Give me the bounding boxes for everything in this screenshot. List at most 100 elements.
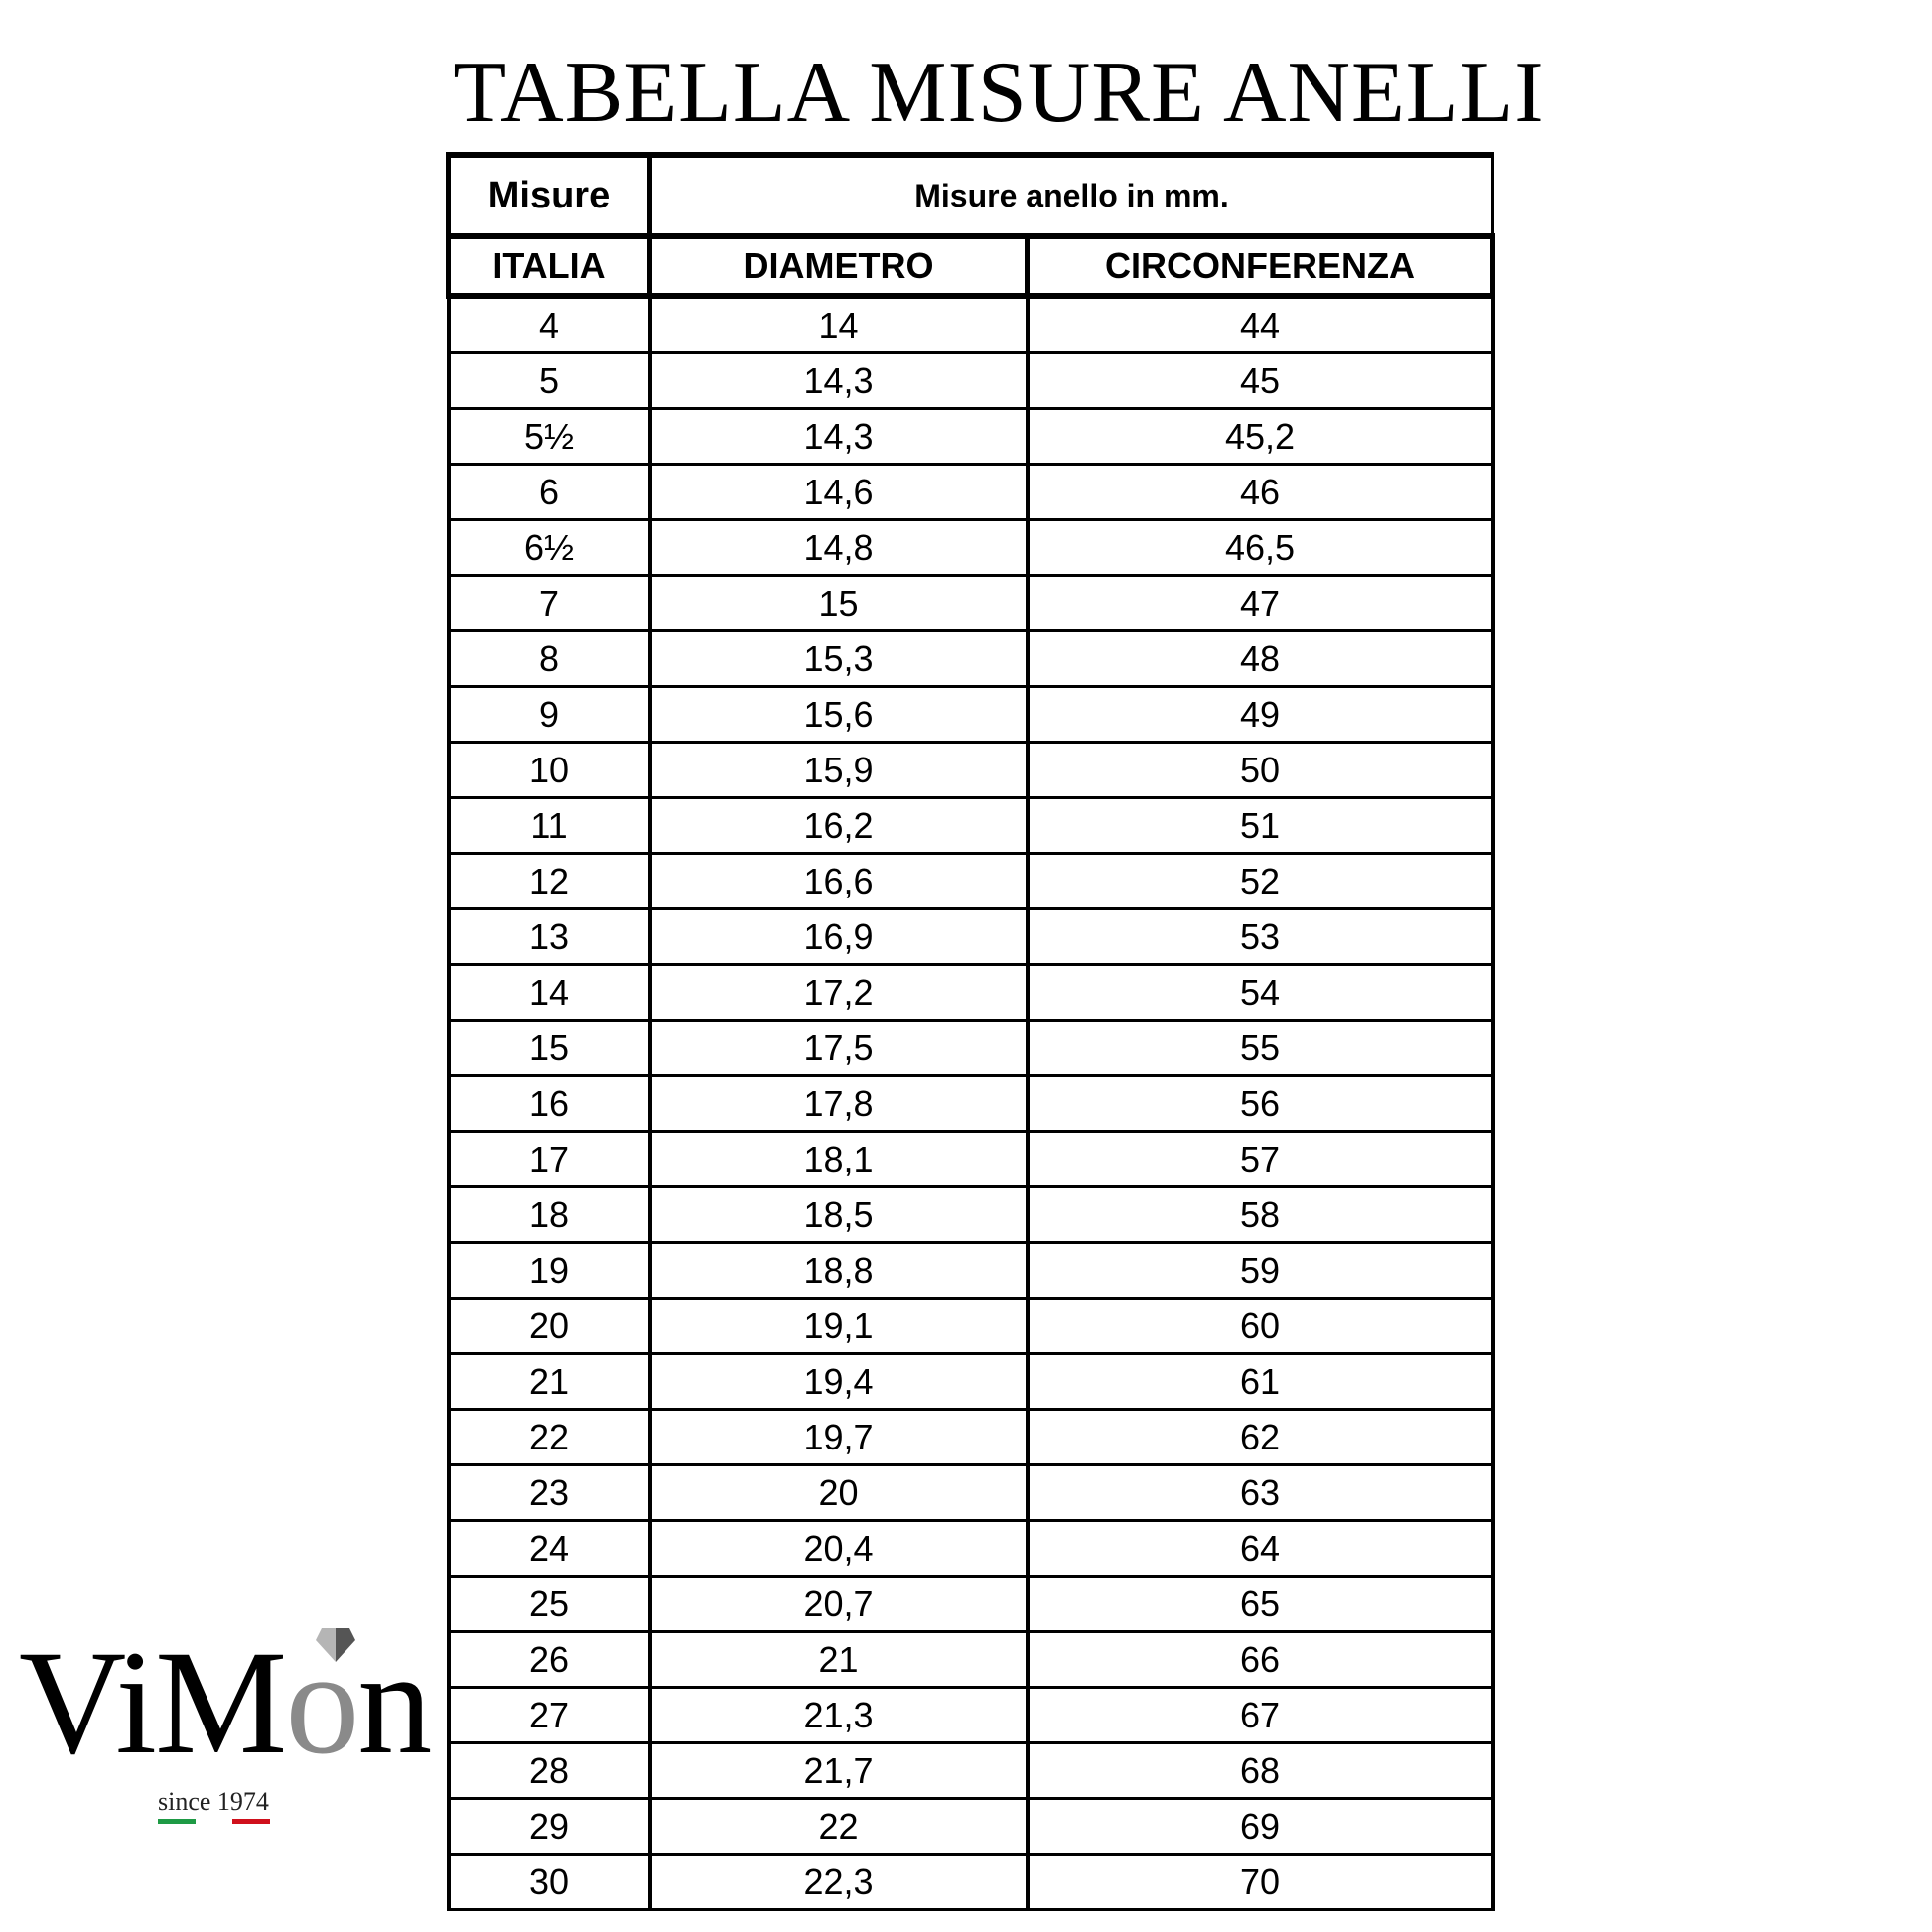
flag-green-bar: [158, 1819, 196, 1824]
cell-diametro: 16,2: [647, 796, 1030, 855]
cell-circonferenza: 70: [1025, 1853, 1495, 1911]
cell-italia: 17: [446, 1130, 652, 1188]
cell-diametro: 16,6: [647, 852, 1030, 910]
cell-italia: 7: [446, 574, 652, 632]
cell-italia: 6: [446, 463, 652, 521]
cell-diametro: 21: [647, 1630, 1030, 1689]
cell-italia: 5: [446, 351, 652, 410]
cell-italia: 21: [446, 1352, 652, 1411]
cell-circonferenza: 44: [1025, 294, 1495, 354]
cell-circonferenza: 47: [1025, 574, 1495, 632]
table-row: 24 20,4 64: [446, 1519, 1495, 1578]
cell-diametro: 18,1: [647, 1130, 1030, 1188]
cell-diametro: 14,8: [647, 518, 1030, 577]
cell-circonferenza: 55: [1025, 1019, 1495, 1077]
cell-diametro: 17,2: [647, 963, 1030, 1022]
cell-diametro: 20,7: [647, 1575, 1030, 1633]
cell-circonferenza: 64: [1025, 1519, 1495, 1578]
cell-italia: 25: [446, 1575, 652, 1633]
cell-circonferenza: 62: [1025, 1408, 1495, 1466]
cell-italia: 22: [446, 1408, 652, 1466]
cell-italia: 27: [446, 1686, 652, 1744]
cell-diametro: 14,3: [647, 351, 1030, 410]
cell-italia: 20: [446, 1297, 652, 1355]
header-misure-mm: Misure anello in mm.: [646, 152, 1495, 239]
cell-circonferenza: 45: [1025, 351, 1495, 410]
cell-italia: 19: [446, 1241, 652, 1300]
cell-circonferenza: 61: [1025, 1352, 1495, 1411]
cell-diametro: 15,6: [647, 685, 1030, 744]
cell-diametro: 16,9: [647, 907, 1030, 966]
cell-circonferenza: 60: [1025, 1297, 1495, 1355]
cell-diametro: 20: [647, 1463, 1030, 1522]
cell-circonferenza: 52: [1025, 852, 1495, 910]
table-row: 7 15 47: [446, 574, 1495, 632]
header-group-row: Misure Misure anello in mm.: [446, 152, 1495, 239]
table-row: 5 14,3 45: [446, 351, 1495, 410]
table-row: 17 18,1 57: [446, 1130, 1495, 1188]
cell-diametro: 21,7: [647, 1741, 1030, 1800]
ring-size-table: Misure Misure anello in mm. ITALIA DIAME…: [446, 152, 1496, 1911]
cell-italia: 14: [446, 963, 652, 1022]
cell-circonferenza: 58: [1025, 1185, 1495, 1244]
table-row: 21 19,4 61: [446, 1352, 1495, 1411]
column-header-row: ITALIA DIAMETRO CIRCONFERENZA: [446, 236, 1496, 299]
cell-circonferenza: 66: [1025, 1630, 1495, 1689]
cell-italia: 16: [446, 1074, 652, 1133]
column-header-diametro: DIAMETRO: [647, 236, 1030, 299]
table-row: 22 19,7 62: [446, 1408, 1495, 1466]
cell-italia: 15: [446, 1019, 652, 1077]
flag-red-bar: [232, 1819, 270, 1824]
cell-italia: 10: [446, 741, 652, 799]
table-row: 19 18,8 59: [446, 1241, 1495, 1300]
cell-circonferenza: 50: [1025, 741, 1495, 799]
cell-diametro: 22: [647, 1797, 1030, 1856]
cell-italia: 13: [446, 907, 652, 966]
cell-italia: 5½: [446, 407, 652, 466]
cell-circonferenza: 69: [1025, 1797, 1495, 1856]
cell-italia: 11: [446, 796, 652, 855]
table-row: 30 22,3 70: [446, 1853, 1495, 1911]
table-row: 25 20,7 65: [446, 1575, 1495, 1633]
diamond-icon: [316, 1628, 355, 1662]
cell-circonferenza: 46,5: [1025, 518, 1495, 577]
cell-italia: 9: [446, 685, 652, 744]
table-row: 5½ 14,3 45,2: [446, 407, 1495, 466]
cell-diametro: 15: [647, 574, 1030, 632]
cell-diametro: 17,5: [647, 1019, 1030, 1077]
table-row: 23 20 63: [446, 1463, 1495, 1522]
table-row: 6 14,6 46: [446, 463, 1495, 521]
cell-italia: 24: [446, 1519, 652, 1578]
cell-diametro: 20,4: [647, 1519, 1030, 1578]
cell-circonferenza: 56: [1025, 1074, 1495, 1133]
table-row: 29 22 69: [446, 1797, 1495, 1856]
table-row: 18 18,5 58: [446, 1185, 1495, 1244]
cell-italia: 4: [446, 294, 652, 354]
cell-diametro: 22,3: [647, 1853, 1030, 1911]
table-row: 28 21,7 68: [446, 1741, 1495, 1800]
cell-italia: 18: [446, 1185, 652, 1244]
column-header-circonferenza: CIRCONFERENZA: [1024, 236, 1496, 299]
cell-diametro: 18,5: [647, 1185, 1030, 1244]
cell-circonferenza: 48: [1025, 629, 1495, 688]
vimon-logo: ViMon since 1974: [19, 1628, 436, 1827]
cell-circonferenza: 51: [1025, 796, 1495, 855]
table-row: 4 14 44: [446, 294, 1495, 354]
cell-circonferenza: 68: [1025, 1741, 1495, 1800]
table-row: 27 21,3 67: [446, 1686, 1495, 1744]
column-header-italia: ITALIA: [446, 236, 652, 299]
cell-circonferenza: 45,2: [1025, 407, 1495, 466]
cell-diametro: 14,6: [647, 463, 1030, 521]
cell-circonferenza: 53: [1025, 907, 1495, 966]
cell-circonferenza: 65: [1025, 1575, 1495, 1633]
cell-diametro: 15,3: [647, 629, 1030, 688]
cell-italia: 8: [446, 629, 652, 688]
table-row: 11 16,2 51: [446, 796, 1495, 855]
cell-diametro: 21,3: [647, 1686, 1030, 1744]
cell-diametro: 14,3: [647, 407, 1030, 466]
cell-diametro: 19,1: [647, 1297, 1030, 1355]
cell-italia: 6½: [446, 518, 652, 577]
cell-circonferenza: 54: [1025, 963, 1495, 1022]
cell-italia: 28: [446, 1741, 652, 1800]
table-row: 26 21 66: [446, 1630, 1495, 1689]
